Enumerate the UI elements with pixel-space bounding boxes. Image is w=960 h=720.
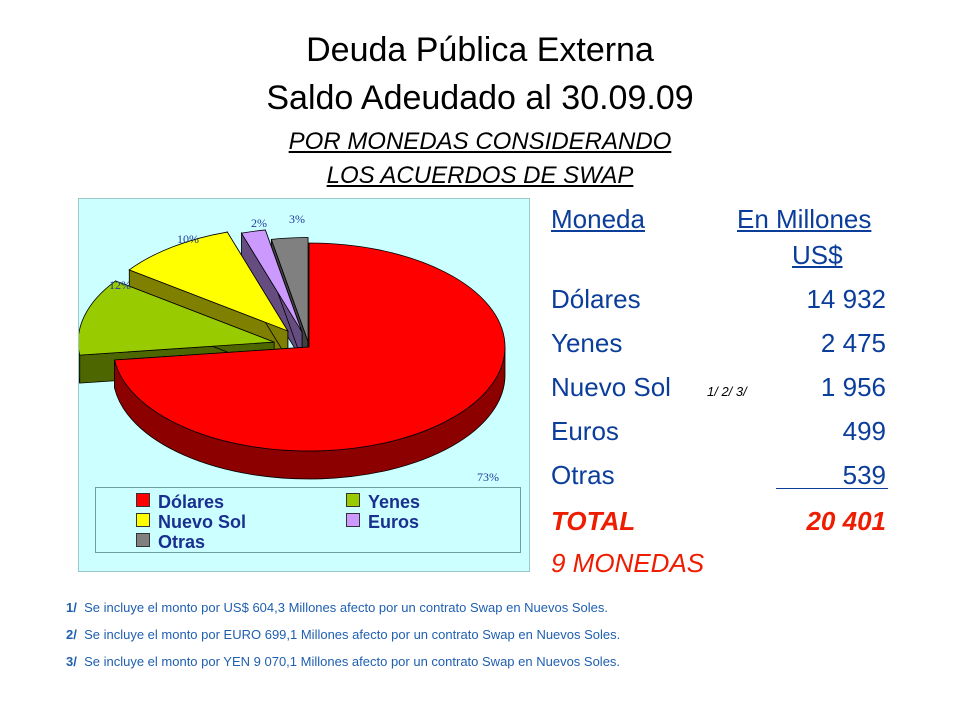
column-header-usd: US$ (792, 240, 843, 270)
footnote-3-text: Se incluye el monto por YEN 9 070,1 Mill… (84, 654, 621, 669)
row-value-euros: 499 (842, 416, 886, 446)
footnote-1-text: Se incluye el monto por US$ 604,3 Millon… (84, 600, 608, 615)
pie-slice-euros (240, 229, 303, 362)
row-value-dolares: 14 932 (806, 284, 886, 314)
pie-label-5: 3% (289, 212, 305, 226)
chart-legend: Dólares Yenes Nuevo Sol Euros Otras (95, 487, 521, 553)
footnote-1-mark: 1/ (66, 600, 77, 615)
row-value-otras: 539 (842, 460, 886, 490)
legend-label-nuevo-sol: Nuevo Sol (158, 512, 247, 532)
section-heading-line2: LOS ACUERDOS DE SWAP (326, 162, 634, 189)
legend-label-euros: Euros (368, 512, 420, 532)
section-heading-line1: POR MONEDAS CONSIDERANDO (288, 128, 672, 155)
total-value: 20 401 (806, 506, 886, 536)
footnote-2-mark: 2/ (66, 627, 77, 642)
legend-item-dolares: Dólares (136, 492, 224, 512)
footnote-2-text: Se incluye el monto por EURO 699,1 Millo… (84, 627, 621, 642)
legend-swatch-otras (136, 533, 150, 547)
legend-swatch-dolares (136, 493, 150, 507)
pie-label-4: 2% (251, 216, 267, 230)
pie-label-2: 12% (109, 278, 131, 292)
footnote-3-mark: 3/ (66, 654, 77, 669)
legend-swatch-euros (346, 513, 360, 527)
pie-label-3: 10% (177, 232, 199, 246)
row-value-yenes: 2 475 (820, 328, 886, 358)
sum-rule (776, 488, 888, 489)
row-name-dolares: Dólares (551, 284, 641, 314)
pie-chart-panel: 73% 12% 10% 2% 3% Dólares Yenes Nuevo Sol Eu… (78, 198, 530, 572)
row-name-euros: Euros (551, 416, 619, 446)
pie-chart: 73% 12% 10% 2% 3% (79, 212, 506, 484)
legend-swatch-nuevo-sol (136, 513, 150, 527)
legend-label-dolares: Dólares (158, 492, 225, 512)
pie-label-1: 73% (477, 470, 499, 484)
legend-label-otras: Otras (158, 532, 206, 552)
pie-slice-dolares (114, 242, 506, 480)
row-name-yenes: Yenes (551, 328, 623, 358)
legend-item-otras: Otras (136, 532, 205, 552)
row-footnote-marks: 1/ 2/ 3/ (707, 384, 747, 399)
total-label: TOTAL (551, 506, 636, 536)
legend-item-euros: Euros (346, 512, 419, 532)
currency-count: 9 MONEDAS (551, 548, 705, 578)
page-subtitle: Saldo Adeudado al 30.09.09 (266, 79, 694, 117)
footnote-3: 3/ Se incluye el monto por YEN 9 070,1 M… (66, 654, 620, 670)
legend-label-yenes: Yenes (368, 492, 421, 512)
column-header-moneda: Moneda (551, 204, 645, 234)
footnote-2: 2/ Se incluye el monto por EURO 699,1 Mi… (66, 627, 620, 643)
page-title: Deuda Pública Externa (306, 31, 654, 69)
legend-item-yenes: Yenes (346, 492, 420, 512)
column-header-millones: En Millones (737, 204, 872, 234)
footnote-1: 1/ Se incluye el monto por US$ 604,3 Mil… (66, 600, 608, 616)
row-name-otras: Otras (551, 460, 615, 490)
row-value-nuevo-sol: 1 956 (820, 372, 886, 402)
legend-swatch-yenes (346, 493, 360, 507)
legend-item-nuevo-sol: Nuevo Sol (136, 512, 246, 532)
row-name-nuevo-sol: Nuevo Sol (551, 372, 671, 402)
